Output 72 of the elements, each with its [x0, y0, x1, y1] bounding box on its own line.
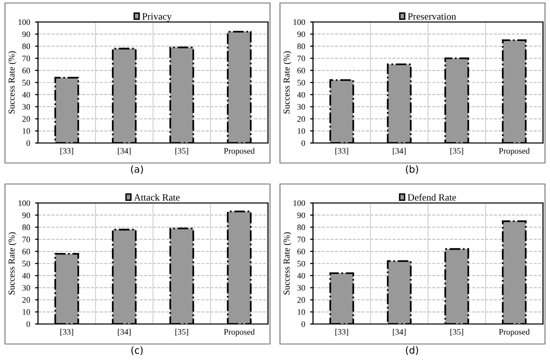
x-tick-label: [33]: [335, 328, 348, 336]
y-tick-label: 90: [22, 31, 30, 38]
y-tick-label: 30: [22, 104, 30, 110]
y-axis-title: Success Rate (%): [283, 51, 292, 114]
y-tick-label: 30: [297, 104, 306, 110]
x-tick-label: Proposed: [498, 328, 530, 336]
y-tick-label: 10: [298, 128, 306, 134]
y-tick-label: 80: [297, 224, 306, 230]
y-tick-label: 40: [22, 92, 30, 98]
y-tick-label: 20: [22, 297, 30, 303]
y-tick-label: 20: [297, 297, 306, 303]
y-tick-label: 80: [297, 44, 306, 50]
y-tick-label: 0: [302, 321, 306, 327]
legend-label: Defend Rate: [408, 194, 456, 201]
y-tick-label: 70: [298, 236, 306, 242]
y-tick-label: 50: [22, 80, 30, 86]
text: (a): [131, 165, 143, 174]
y-tick-label: 80: [22, 44, 30, 50]
y-tick-label: 10: [22, 309, 30, 315]
x-tick-label: [34]: [118, 328, 131, 336]
y-tick-label: 100: [294, 19, 306, 25]
y-tick-label: 40: [22, 272, 30, 279]
y-tick-label: 100: [294, 200, 306, 206]
x-tick-label: [33]: [60, 148, 74, 155]
x-tick-label: [33]: [60, 328, 74, 336]
y-tick-label: 90: [297, 31, 306, 38]
y-tick-label: 70: [22, 56, 30, 62]
x-tick-label: Proposed: [224, 328, 255, 336]
y-tick-label: 90: [22, 212, 30, 218]
x-tick-label: Proposed: [498, 148, 530, 156]
y-tick-label: 50: [22, 260, 30, 266]
y-tick-label: 60: [22, 248, 30, 254]
x-tick-label: [33]: [335, 148, 348, 155]
y-axis-title: Success Rate (%): [8, 51, 16, 114]
x-tick-label: [34]: [392, 148, 406, 155]
y-tick-label: 20: [22, 116, 30, 122]
x-tick-label: [35]: [450, 328, 464, 336]
y-tick-label: 50: [298, 260, 306, 266]
y-tick-label: 10: [22, 128, 30, 134]
y-axis-title: Success Rate (%): [8, 232, 16, 294]
y-tick-label: 30: [297, 285, 306, 291]
x-tick-label: [35]: [175, 148, 188, 155]
y-tick-label: 60: [297, 68, 306, 74]
y-tick-label: 30: [22, 285, 30, 291]
x-tick-label: Proposed: [224, 148, 255, 156]
legend-label: Attack Rate: [134, 194, 180, 201]
text: (d): [406, 346, 418, 355]
y-tick-label: 100: [18, 19, 30, 25]
y-tick-label: 80: [22, 224, 30, 230]
y-axis-title: Success Rate (%): [283, 232, 292, 294]
y-tick-label: 0: [26, 140, 30, 146]
y-tick-label: 90: [297, 212, 306, 218]
y-tick-label: 50: [298, 80, 306, 86]
y-tick-label: 10: [298, 309, 306, 315]
x-tick-label: [35]: [450, 148, 464, 155]
text: (c): [131, 346, 143, 355]
text: (b): [406, 165, 418, 174]
y-tick-label: 70: [22, 236, 30, 242]
legend-label: Privacy: [142, 13, 172, 22]
y-tick-label: 70: [298, 56, 306, 62]
y-tick-label: 60: [297, 248, 306, 254]
y-tick-label: 40: [297, 272, 306, 279]
x-tick-label: [34]: [118, 148, 131, 155]
y-tick-label: 20: [297, 116, 306, 122]
y-tick-label: 60: [22, 68, 30, 74]
y-tick-label: 0: [302, 140, 306, 146]
legend-label: Preservation: [408, 13, 456, 20]
x-tick-label: [35]: [175, 328, 188, 336]
y-tick-label: 100: [18, 200, 30, 206]
y-tick-label: 40: [297, 92, 306, 98]
x-tick-label: [34]: [392, 328, 406, 336]
y-tick-label: 0: [26, 321, 30, 327]
